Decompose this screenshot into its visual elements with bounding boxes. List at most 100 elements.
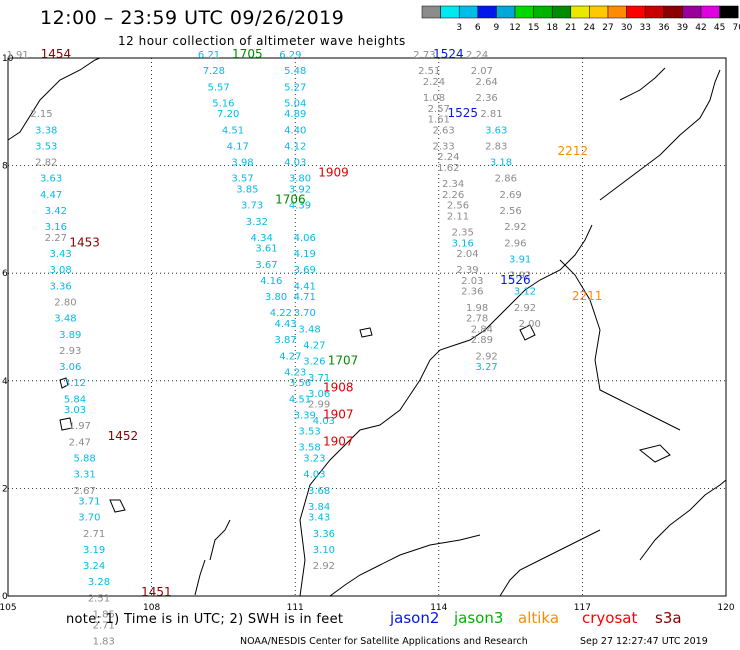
color-scale-tick-label: 9	[494, 23, 500, 33]
wave-height-value: 3.08	[50, 265, 72, 276]
wave-height-value: 2.00	[519, 319, 541, 330]
wave-height-value: 2.15	[30, 109, 52, 120]
track-time-label: 1524	[433, 47, 464, 61]
wave-height-value: 4.16	[260, 276, 282, 287]
color-scale-swatch	[644, 5, 665, 19]
coastline-segment	[519, 324, 536, 341]
longitude-label: 117	[574, 603, 591, 613]
latitude-label: 2	[2, 484, 8, 494]
wave-height-value: 4.39	[289, 201, 311, 212]
coastline-segment	[619, 67, 666, 101]
map-title: 12:00 – 23:59 UTC 09/26/2019	[40, 7, 345, 29]
wave-height-value: 2.69	[499, 190, 521, 201]
wave-height-value: 3.68	[308, 486, 330, 497]
wave-height-value: 2.67	[73, 486, 95, 497]
coastline-segment	[7, 57, 101, 141]
color-scale-tick-label: 12	[509, 23, 520, 33]
wave-height-value: 2.93	[59, 346, 81, 357]
color-scale-tick-label: 24	[584, 23, 596, 33]
wave-height-value: 3.27	[476, 362, 498, 373]
wave-height-value: 5.88	[73, 454, 95, 465]
wave-height-value: 3.98	[231, 158, 253, 169]
wave-height-value: 4.51	[289, 394, 311, 405]
wave-height-value: 3.91	[509, 254, 531, 265]
wave-height-value: 3.12	[64, 378, 86, 389]
wave-height-value: 2.92	[476, 351, 498, 362]
wave-height-value: 5.57	[207, 82, 229, 93]
wave-height-value: 2.36	[476, 93, 498, 104]
color-scale-swatch	[626, 5, 646, 19]
wave-height-value: 4.23	[284, 367, 306, 378]
wave-height-value: 1.62	[437, 163, 459, 174]
wave-height-value: 2.03	[461, 276, 483, 287]
wave-height-value: 3.69	[294, 265, 316, 276]
wave-height-value: 2.26	[442, 190, 464, 201]
track-time-label: 1705	[232, 47, 263, 61]
wave-height-value: 2.51	[88, 593, 110, 604]
wave-height-value: 2.81	[480, 109, 502, 120]
color-scale-tick-label: 18	[546, 23, 558, 33]
wave-height-value: 6.29	[279, 50, 301, 61]
coastline-segment	[329, 534, 481, 597]
longitude-label: 120	[717, 603, 734, 613]
longitude-label: 114	[430, 603, 447, 613]
wave-height-value: 1.85	[93, 610, 115, 621]
wave-height-value: 1.61	[428, 115, 450, 126]
wave-height-value: 3.16	[45, 222, 67, 233]
wave-height-value: 3.48	[54, 314, 76, 325]
color-scale-tick-label: 39	[677, 23, 689, 33]
color-scale-swatch	[607, 5, 627, 19]
wave-height-value: 4.40	[284, 125, 306, 136]
wave-height-value: 3.06	[308, 389, 330, 400]
wave-height-value: 2.57	[428, 104, 450, 115]
wave-height-value: 2.56	[499, 206, 521, 217]
wave-height-value: 2.64	[476, 77, 498, 88]
coastline-segment	[639, 479, 727, 561]
wave-height-value: 3.12	[514, 287, 536, 298]
latitude-label: 10	[2, 54, 14, 64]
wave-height-value: 2.24	[423, 77, 445, 88]
satellite-legend-entry: jason3	[454, 609, 504, 627]
color-scale-tick-label: 30	[621, 23, 633, 33]
wave-height-value: 3.26	[303, 357, 325, 368]
wave-height-value: 2.84	[471, 324, 493, 335]
wave-height-value: 2.82	[35, 158, 57, 169]
coastlines	[7, 57, 727, 597]
axis-labels: 105 108 111 114 117 120 0 2 4 6 8 10	[0, 54, 735, 613]
color-scale-swatch	[458, 5, 479, 19]
wave-height-value: 2.56	[447, 201, 469, 212]
wave-height-value: 4.43	[274, 319, 296, 330]
track-time-label: 2212	[558, 144, 589, 158]
latitude-label: 4	[2, 377, 8, 387]
color-scale-tick-label: 42	[695, 23, 706, 33]
color-scale-swatch	[589, 5, 609, 19]
latitude-label: 6	[2, 269, 8, 279]
wave-height-value: 2.71	[83, 529, 105, 540]
wave-height-value: 3.32	[246, 217, 268, 228]
wave-height-value: 2.47	[69, 437, 91, 448]
wave-height-value: 3.73	[241, 201, 263, 212]
track-time-label: 1706	[275, 192, 306, 206]
wave-height-value: 4.03	[303, 470, 325, 481]
coastline-segment	[194, 559, 206, 596]
color-scale-swatch	[533, 5, 553, 19]
wave-height-value: 2.71	[93, 620, 115, 631]
wave-height-value: 3.84	[308, 502, 330, 513]
wave-height-value: 5.84	[64, 394, 86, 405]
wave-height-value: 3.36	[313, 529, 335, 540]
wave-height-value: 3.24	[83, 561, 105, 572]
wave-height-value: 3.70	[78, 513, 100, 524]
wave-height-value: 1.97	[69, 421, 91, 432]
wave-height-value: 3.67	[255, 260, 277, 271]
wave-height-value: 5.04	[284, 98, 306, 109]
wave-height-value: 5.27	[284, 82, 306, 93]
color-scale-tick-label: 36	[658, 23, 670, 33]
wave-height-value: 3.19	[83, 545, 105, 556]
track-time-label: 1454	[41, 47, 72, 61]
wave-height-value: 2.51	[418, 66, 440, 77]
color-scale-tick-label: 33	[639, 23, 650, 33]
wave-height-value: 2.92	[509, 271, 531, 282]
wave-height-value: 2.92	[514, 303, 536, 314]
wave-height-value: 5.16	[212, 98, 234, 109]
